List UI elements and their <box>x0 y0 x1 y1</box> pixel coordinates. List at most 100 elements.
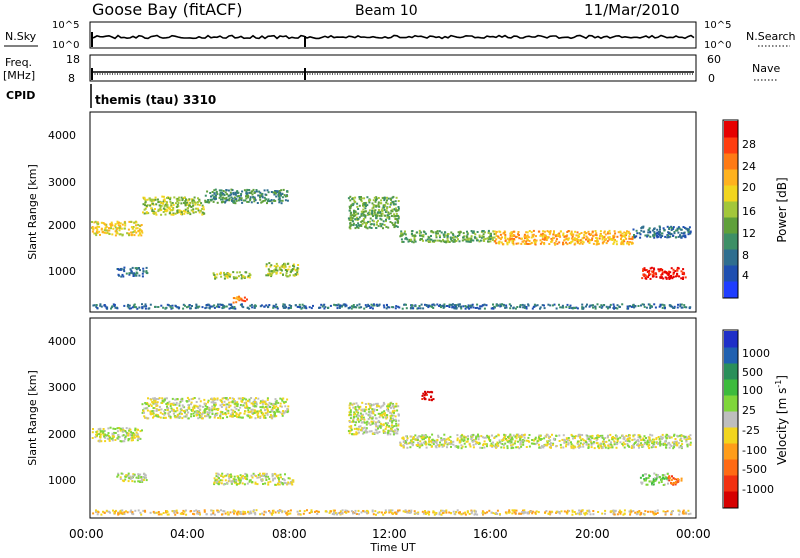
data-cell <box>325 510 327 512</box>
data-cell <box>648 274 650 276</box>
data-cell <box>474 233 476 235</box>
data-cell <box>206 411 208 413</box>
data-cell <box>559 306 561 308</box>
data-cell <box>388 216 390 218</box>
data-cell <box>225 408 227 410</box>
data-cell <box>368 201 370 203</box>
data-cell <box>246 476 248 478</box>
data-cell <box>680 277 682 279</box>
data-cell <box>213 192 215 194</box>
data-cell <box>549 231 551 233</box>
data-cell <box>577 443 579 445</box>
data-cell <box>498 434 500 436</box>
data-cell <box>669 271 671 273</box>
data-cell <box>514 442 516 444</box>
data-cell <box>183 410 185 412</box>
data-cell <box>154 208 156 210</box>
data-cell <box>352 420 354 422</box>
data-cell <box>223 484 225 486</box>
data-cell <box>147 410 149 412</box>
data-cell <box>120 428 122 430</box>
data-cell <box>373 404 375 406</box>
data-cell <box>279 267 281 269</box>
data-cell <box>262 195 264 197</box>
colorbar-swatch <box>724 121 738 138</box>
data-cell <box>567 304 569 306</box>
data-cell <box>531 237 533 239</box>
data-cell <box>367 221 369 223</box>
data-cell <box>151 210 153 212</box>
data-cell <box>231 409 233 411</box>
freq-label-2: [MHz] <box>3 69 35 82</box>
data-cell <box>653 272 655 274</box>
data-cell <box>141 480 143 482</box>
data-cell <box>393 415 395 417</box>
date-title: 11/Mar/2010 <box>584 1 680 19</box>
data-cell <box>302 304 304 306</box>
data-cell <box>121 440 123 442</box>
data-cell <box>214 274 216 276</box>
data-cell <box>597 434 599 436</box>
data-cell <box>563 239 565 241</box>
data-cell <box>133 436 135 438</box>
data-cell <box>235 480 237 482</box>
data-cell <box>215 198 217 200</box>
data-cell <box>542 446 544 448</box>
data-cell <box>609 238 611 240</box>
data-cell <box>228 402 230 404</box>
data-cell <box>467 238 469 240</box>
data-cell <box>463 437 465 439</box>
data-cell <box>350 425 352 427</box>
data-cell <box>123 434 125 436</box>
data-cell <box>609 434 611 436</box>
data-cell <box>166 209 168 211</box>
data-cell <box>126 232 128 234</box>
data-cell <box>358 224 360 226</box>
data-cell <box>297 306 299 308</box>
data-cell <box>134 304 136 306</box>
data-cell <box>267 399 269 401</box>
data-cell <box>209 306 211 308</box>
data-cell <box>577 235 579 237</box>
data-cell <box>547 434 549 436</box>
data-cell <box>371 304 373 306</box>
data-cell <box>263 401 265 403</box>
data-cell <box>397 306 399 308</box>
data-cell <box>585 306 587 308</box>
data-cell <box>636 232 638 234</box>
data-cell <box>216 192 218 194</box>
data-cell <box>199 412 201 414</box>
data-cell <box>114 428 116 430</box>
data-cell <box>468 241 470 243</box>
colorbar-swatch <box>724 185 738 202</box>
data-cell <box>143 479 145 481</box>
data-cell <box>369 226 371 228</box>
data-cell <box>472 434 474 436</box>
data-cell <box>350 216 352 218</box>
data-cell <box>240 477 242 479</box>
data-cell <box>242 275 244 277</box>
data-cell <box>173 413 175 415</box>
data-cell <box>478 308 480 310</box>
data-cell <box>610 441 612 443</box>
data-cell <box>282 274 284 276</box>
data-cell <box>595 234 597 236</box>
data-cell <box>640 482 642 484</box>
data-cell <box>187 397 189 399</box>
power-cbtick-8: 8 <box>742 249 749 262</box>
data-cell <box>479 447 481 449</box>
data-cell <box>398 217 400 219</box>
data-cell <box>371 421 373 423</box>
data-cell <box>157 306 159 308</box>
data-cell <box>481 447 483 449</box>
data-cell <box>386 207 388 209</box>
data-cell <box>250 192 252 194</box>
data-cell <box>311 307 313 309</box>
data-cell <box>384 209 386 211</box>
data-cell <box>337 307 339 309</box>
power-cbtick-12: 12 <box>742 227 756 240</box>
data-cell <box>365 304 367 306</box>
freq-tick-top: 18 <box>66 53 80 66</box>
freq-label-1: Freq. <box>5 56 32 69</box>
power-colorbar-ticks: 4 8 12 16 20 24 28 <box>742 138 756 282</box>
